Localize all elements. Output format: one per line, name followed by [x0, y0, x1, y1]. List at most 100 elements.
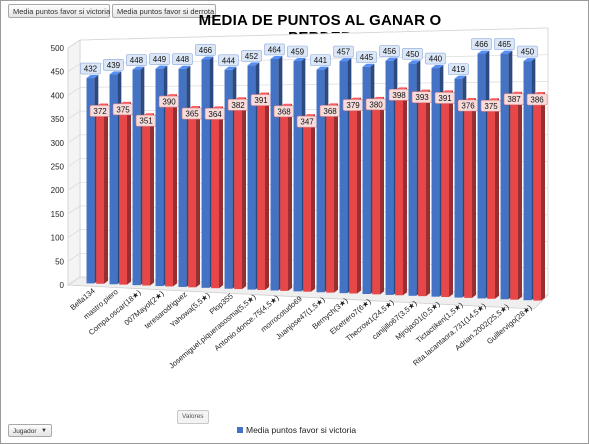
data-label-box [356, 51, 377, 64]
data-label: 365 [185, 110, 199, 119]
bar-derrota-side [426, 89, 431, 297]
data-label: 393 [415, 93, 429, 102]
data-label-box [241, 50, 262, 62]
bar-victoria-top [132, 66, 145, 70]
bar-derrota [395, 87, 408, 296]
data-label: 375 [116, 105, 130, 114]
bar-derrota-front [142, 116, 151, 286]
bar-victoria-front [500, 53, 509, 300]
bar-derrota [487, 98, 500, 299]
bar-victoria-top [431, 65, 444, 69]
bar-derrota [96, 103, 109, 284]
bar-derrota-front [165, 97, 174, 287]
data-label-box [517, 45, 538, 58]
jugador-label: Jugador [13, 428, 37, 435]
field-button-victoria[interactable]: Media puntos favor si victoria [8, 4, 110, 18]
field-button-derrota[interactable]: Media puntos favor si derrota [112, 4, 216, 18]
bar-derrota-side [495, 98, 500, 299]
bar-derrota-side [357, 97, 362, 294]
legend: Media puntos favor si victoria [237, 425, 356, 435]
bar-derrota [142, 113, 155, 286]
bar-victoria-front [316, 69, 325, 293]
bar-victoria-front [431, 68, 440, 297]
legend-label-victoria: Media puntos favor si victoria [246, 425, 357, 435]
bar-derrota [418, 89, 431, 297]
bar-derrota-front [395, 90, 404, 296]
data-label: 449 [153, 55, 167, 64]
data-label-box [310, 54, 331, 66]
bar-derrota-front [418, 92, 427, 297]
data-label: 452 [245, 52, 259, 61]
bar-derrota [165, 94, 178, 287]
valores-field-button[interactable]: Valores [177, 410, 209, 424]
bar-victoria-front [155, 68, 164, 287]
data-label-box [218, 54, 239, 67]
bar-victoria-top [362, 63, 375, 67]
bar-victoria-top [270, 55, 283, 59]
bar-derrota [211, 106, 224, 289]
bar-victoria-top [247, 62, 260, 66]
data-label-box [149, 53, 170, 65]
bar-derrota-side [541, 91, 546, 301]
bar-derrota-front [533, 94, 542, 301]
gridline-side [67, 134, 81, 144]
data-label: 445 [360, 53, 374, 62]
bar-derrota-front [441, 93, 450, 298]
data-label: 456 [383, 47, 397, 56]
bar-victoria-top [339, 58, 352, 62]
gridline-side [67, 229, 81, 238]
gridline-side [67, 253, 81, 262]
bar-derrota-side [380, 96, 385, 295]
bar-derrota-side [288, 103, 293, 291]
data-label-box [333, 45, 354, 58]
y-tick-label: 500 [51, 44, 65, 53]
gridline-side [67, 110, 81, 120]
bar-derrota-front [510, 94, 519, 300]
data-label: 372 [93, 107, 107, 116]
bar-victoria-front [339, 61, 348, 294]
bar-derrota [533, 91, 546, 301]
bar-derrota [188, 106, 201, 288]
bar-derrota-front [96, 106, 105, 284]
data-label: 448 [176, 55, 190, 64]
bar-derrota-side [196, 106, 201, 288]
bar-derrota [510, 91, 523, 300]
bar-derrota-front [303, 117, 312, 292]
data-label: 382 [231, 101, 245, 110]
bar-derrota [234, 97, 247, 290]
gridline-side [67, 276, 81, 286]
gridline-side [67, 87, 81, 96]
bar-victoria-top [155, 65, 168, 69]
data-label-box [172, 53, 193, 66]
data-label: 375 [484, 102, 498, 111]
bar-derrota-front [372, 99, 381, 295]
bar-derrota-side [403, 87, 408, 296]
bar-derrota-front [326, 106, 335, 293]
bar-derrota-side [150, 113, 155, 286]
y-tick-label: 150 [51, 210, 65, 219]
data-label: 391 [254, 96, 268, 105]
bar-victoria-front [385, 60, 394, 295]
data-label: 432 [84, 65, 98, 74]
data-label: 439 [107, 61, 121, 70]
bar-victoria-front [178, 68, 187, 287]
gridline-side [67, 158, 81, 167]
bar-derrota-side [311, 114, 316, 292]
data-label-box [80, 62, 101, 75]
data-label-box [402, 48, 423, 60]
bar-victoria-top [523, 58, 536, 62]
y-tick-label: 350 [51, 115, 65, 124]
data-label-box [287, 45, 308, 58]
bar-victoria-top [109, 71, 122, 75]
bar-derrota [372, 96, 385, 295]
y-tick-label: 300 [51, 139, 65, 148]
legend-swatch-victoria [237, 427, 243, 433]
bar-derrota [464, 97, 477, 298]
jugador-filter-button[interactable]: Jugador ▼ [8, 424, 52, 437]
bar-victoria-top [316, 66, 329, 70]
bar-victoria-front [477, 53, 486, 299]
bar-derrota-front [234, 100, 243, 290]
bar-victoria-front [362, 66, 371, 295]
bar-derrota [119, 101, 132, 285]
bar-victoria-front [408, 63, 417, 296]
